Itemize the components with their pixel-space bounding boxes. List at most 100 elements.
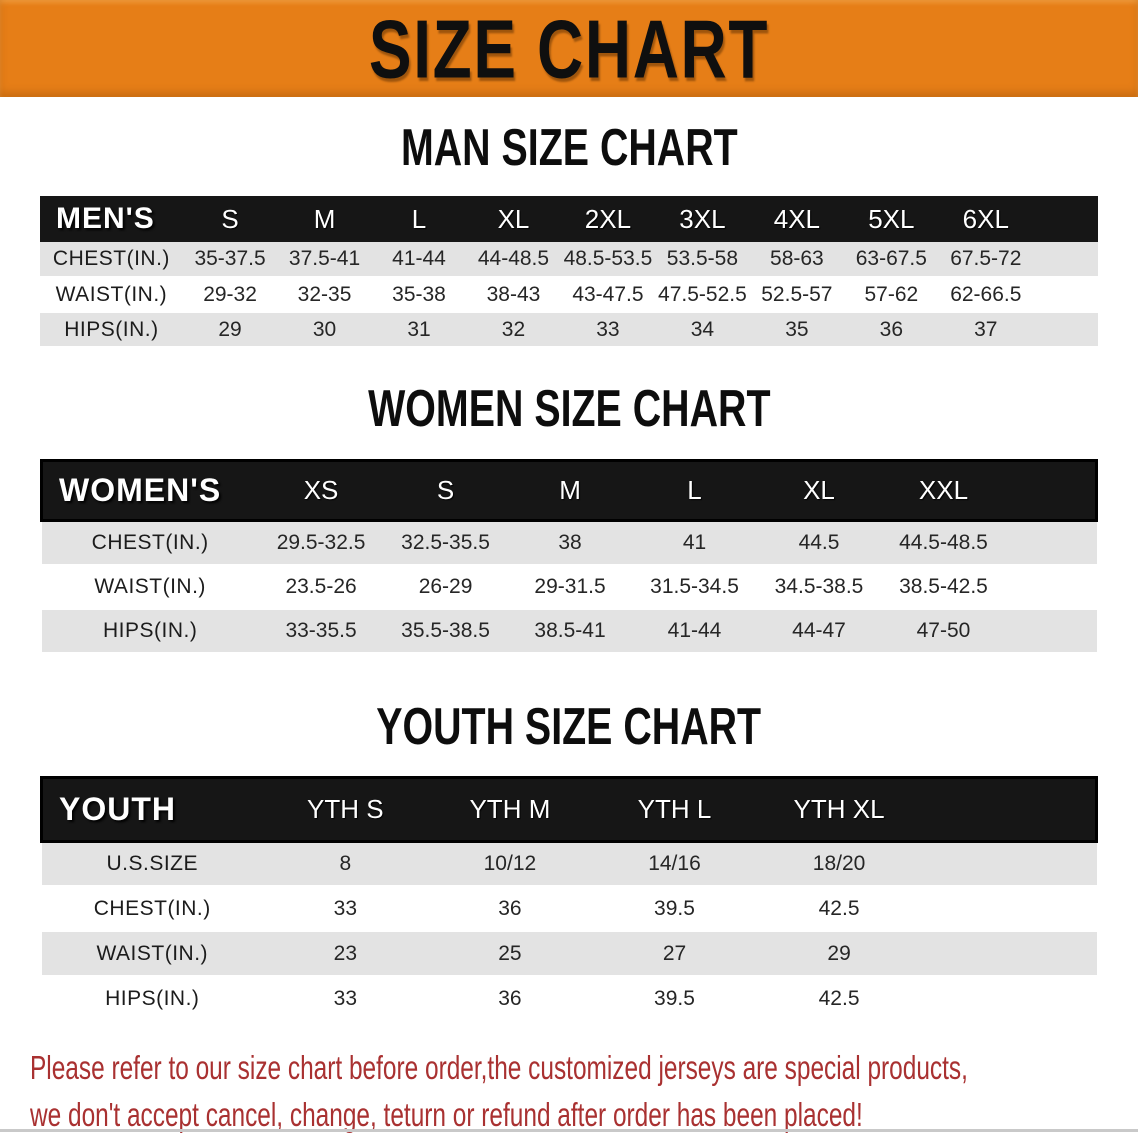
women-size-table: WOMEN'S XS S M L XL XXL CHEST(IN.) 29.5-… xyxy=(40,459,1098,654)
value-cell: 41 xyxy=(632,520,757,566)
table-row: U.S.SIZE 8 10/12 14/16 18/20 xyxy=(41,841,1097,887)
banner: SIZE CHART xyxy=(0,0,1138,97)
value-cell: 38 xyxy=(507,520,633,566)
spacer-cell xyxy=(921,886,1097,932)
spacer-cell xyxy=(1033,277,1098,313)
value-cell: 29 xyxy=(182,312,278,348)
header-cell: M xyxy=(559,475,581,505)
header-cell: XS xyxy=(303,475,339,505)
table-row: WAIST(IN.) 29-32 32-35 35-38 38-43 43-47… xyxy=(40,277,1098,313)
table-row: HIPS(IN.) 33-35.5 35.5-38.5 38.5-41 41-4… xyxy=(41,608,1097,654)
header-cell: XXL xyxy=(918,475,969,505)
table-header-row: WOMEN'S XS S M L XL XXL xyxy=(41,460,1097,521)
value-cell: 10/12 xyxy=(427,841,593,887)
value-cell: 41-44 xyxy=(632,608,757,654)
header-cell: XL xyxy=(497,203,530,234)
value-cell: 36 xyxy=(427,976,593,1022)
value-cell: 44-47 xyxy=(756,608,882,654)
value-cell: 33 xyxy=(560,312,656,348)
header-cell: YOUTH xyxy=(59,790,176,827)
table-row: HIPS(IN.) 33 36 39.5 42.5 xyxy=(41,976,1097,1022)
table-header-row: MEN'S S M L XL 2XL 3XL 4XL 5XL 6XL xyxy=(40,196,1098,242)
men-section-heading: MAN SIZE CHART xyxy=(400,119,738,178)
value-cell: 47-50 xyxy=(881,608,1006,654)
header-cell: 5XL xyxy=(868,203,915,234)
value-cell: 36 xyxy=(427,886,593,932)
header-cell: YTH L xyxy=(637,793,712,824)
row-label-cell: WAIST(IN.) xyxy=(41,931,264,977)
value-cell: 41-44 xyxy=(371,242,467,278)
value-cell: 32.5-35.5 xyxy=(383,520,508,566)
header-cell: YTH XL xyxy=(793,793,885,824)
value-cell: 34 xyxy=(655,312,750,348)
disclaimer-line-2: we don't accept cancel, change, teturn o… xyxy=(30,1096,863,1133)
value-cell: 34.5-38.5 xyxy=(756,564,882,610)
row-label-cell: HIPS(IN.) xyxy=(40,312,183,348)
header-cell: 4XL xyxy=(773,203,820,234)
value-cell: 44.5 xyxy=(756,520,882,566)
value-cell: 27 xyxy=(592,931,757,977)
value-cell: 63-67.5 xyxy=(844,242,939,278)
spacer-cell xyxy=(921,931,1097,977)
men-size-table: MEN'S S M L XL 2XL 3XL 4XL 5XL 6XL CHEST… xyxy=(40,196,1098,348)
value-cell: 31 xyxy=(371,312,467,348)
table-header-row: YOUTH YTH S YTH M YTH L YTH XL xyxy=(41,777,1097,841)
value-cell: 26-29 xyxy=(383,564,508,610)
value-cell: 32-35 xyxy=(277,277,372,313)
header-cell: 3XL xyxy=(679,203,726,234)
row-label-cell: CHEST(IN.) xyxy=(41,886,264,932)
value-cell: 37.5-41 xyxy=(277,242,372,278)
value-cell: 37 xyxy=(938,312,1034,348)
value-cell: 42.5 xyxy=(756,886,922,932)
spacer-cell xyxy=(1005,564,1097,610)
value-cell: 43-47.5 xyxy=(560,277,656,313)
value-cell: 42.5 xyxy=(756,976,922,1022)
table-row: HIPS(IN.) 29 30 31 32 33 34 35 36 37 xyxy=(40,312,1098,348)
value-cell: 33 xyxy=(263,976,428,1022)
value-cell: 14/16 xyxy=(592,841,757,887)
value-cell: 30 xyxy=(277,312,372,348)
value-cell: 52.5-57 xyxy=(749,277,845,313)
row-label-cell: WAIST(IN.) xyxy=(41,564,259,610)
header-cell: XL xyxy=(803,475,835,505)
row-label-cell: HIPS(IN.) xyxy=(41,608,259,654)
header-cell: L xyxy=(411,203,427,234)
header-cell: YTH M xyxy=(469,793,551,824)
value-cell: 38.5-41 xyxy=(507,608,633,654)
spacer-cell xyxy=(921,841,1097,887)
banner-title: SIZE CHART xyxy=(368,1,770,96)
value-cell: 47.5-52.5 xyxy=(655,277,750,313)
header-cell: MEN'S xyxy=(56,202,155,235)
spacer-cell xyxy=(1006,461,1097,521)
value-cell: 35 xyxy=(749,312,845,348)
value-cell: 35.5-38.5 xyxy=(383,608,508,654)
row-label-cell: U.S.SIZE xyxy=(41,841,264,887)
disclaimer: Please refer to our size chart before or… xyxy=(0,1044,1138,1138)
value-cell: 48.5-53.5 xyxy=(560,242,656,278)
spacer-cell xyxy=(1033,242,1098,278)
value-cell: 44.5-48.5 xyxy=(881,520,1006,566)
header-cell: 2XL xyxy=(584,203,632,234)
spacer-cell xyxy=(1033,196,1098,242)
value-cell: 31.5-34.5 xyxy=(632,564,757,610)
value-cell: 38.5-42.5 xyxy=(881,564,1006,610)
disclaimer-line-1: Please refer to our size chart before or… xyxy=(30,1049,968,1086)
table-row: CHEST(IN.) 29.5-32.5 32.5-35.5 38 41 44.… xyxy=(41,520,1097,566)
value-cell: 8 xyxy=(263,841,428,887)
table-row: WAIST(IN.) 23 25 27 29 xyxy=(41,931,1097,977)
row-label-cell: HIPS(IN.) xyxy=(41,976,264,1022)
bottom-divider xyxy=(0,1129,1138,1132)
value-cell: 23.5-26 xyxy=(258,564,384,610)
youth-size-table: YOUTH YTH S YTH M YTH L YTH XL U.S.SIZE … xyxy=(40,776,1098,1022)
row-label-cell: WAIST(IN.) xyxy=(40,277,183,313)
value-cell: 29-31.5 xyxy=(507,564,633,610)
value-cell: 33 xyxy=(263,886,428,932)
spacer-cell xyxy=(921,976,1097,1022)
women-section-heading: WOMEN SIZE CHART xyxy=(367,380,771,439)
value-cell: 57-62 xyxy=(844,277,939,313)
value-cell: 35-38 xyxy=(371,277,467,313)
value-cell: 53.5-58 xyxy=(655,242,750,278)
header-cell: S xyxy=(436,475,455,505)
value-cell: 39.5 xyxy=(592,886,757,932)
